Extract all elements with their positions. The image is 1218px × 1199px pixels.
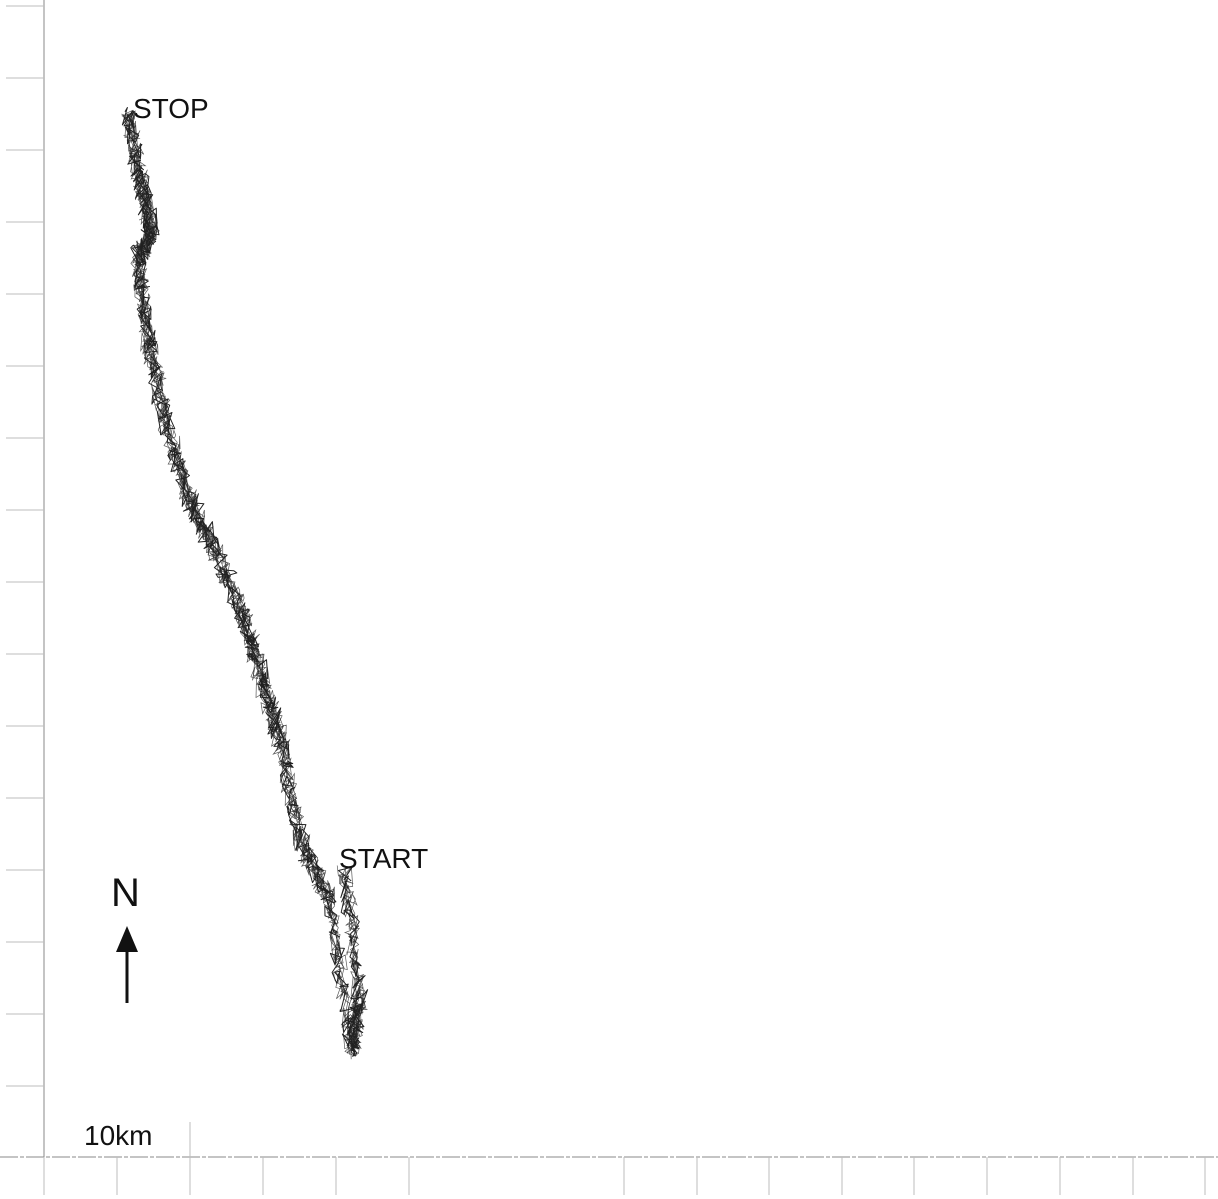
north-arrow-icon xyxy=(116,926,138,1003)
north-label: N xyxy=(111,871,140,915)
stop-label: STOP xyxy=(133,93,209,124)
drift-track-path xyxy=(121,107,369,1057)
scale-label: 10km xyxy=(84,1120,153,1151)
drift-track xyxy=(121,107,369,1060)
drift-track-strand xyxy=(125,110,368,1053)
start-label: START xyxy=(339,843,429,874)
drift-track-strand xyxy=(122,113,364,1060)
drift-track-strand xyxy=(124,110,367,1054)
